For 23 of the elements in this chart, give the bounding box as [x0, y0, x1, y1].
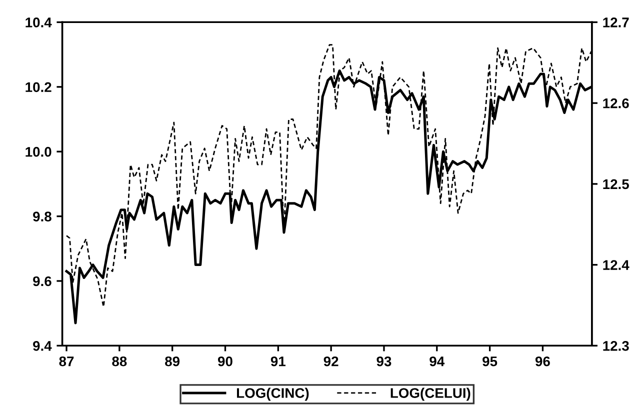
x-tick-label: 94: [430, 356, 445, 366]
y-tick-label: 9.6: [33, 276, 52, 286]
legend-label: LOG(CELUI): [390, 388, 470, 401]
y-tick-label: 10.4: [26, 18, 52, 28]
x-tick-label: 91: [270, 356, 286, 366]
y2-tick-label: 12.6: [603, 98, 629, 108]
y-tick-label: 10.2: [26, 82, 52, 92]
x-tick-label: 92: [324, 356, 338, 366]
x-tick-label: 88: [112, 356, 127, 366]
x-tick-label: 90: [218, 356, 232, 366]
x-tick-label: 89: [165, 356, 180, 366]
x-tick-label: 87: [59, 356, 74, 366]
x-tick-label: 96: [535, 356, 550, 366]
x-tick-label: 93: [376, 356, 392, 366]
y-tick-label: 10.0: [26, 146, 52, 157]
y-tick-label: 9.4: [33, 341, 52, 351]
x-tick-label: 95: [482, 356, 498, 366]
legend-label: LOG(CINC): [236, 388, 309, 401]
y2-tick-label: 12.4: [603, 260, 630, 270]
y2-tick-label: 12.5: [603, 179, 629, 190]
y2-tick-label: 12.3: [603, 341, 629, 351]
y-tick-label: 9.8: [33, 212, 52, 222]
y2-tick-label: 12.7: [603, 18, 629, 28]
